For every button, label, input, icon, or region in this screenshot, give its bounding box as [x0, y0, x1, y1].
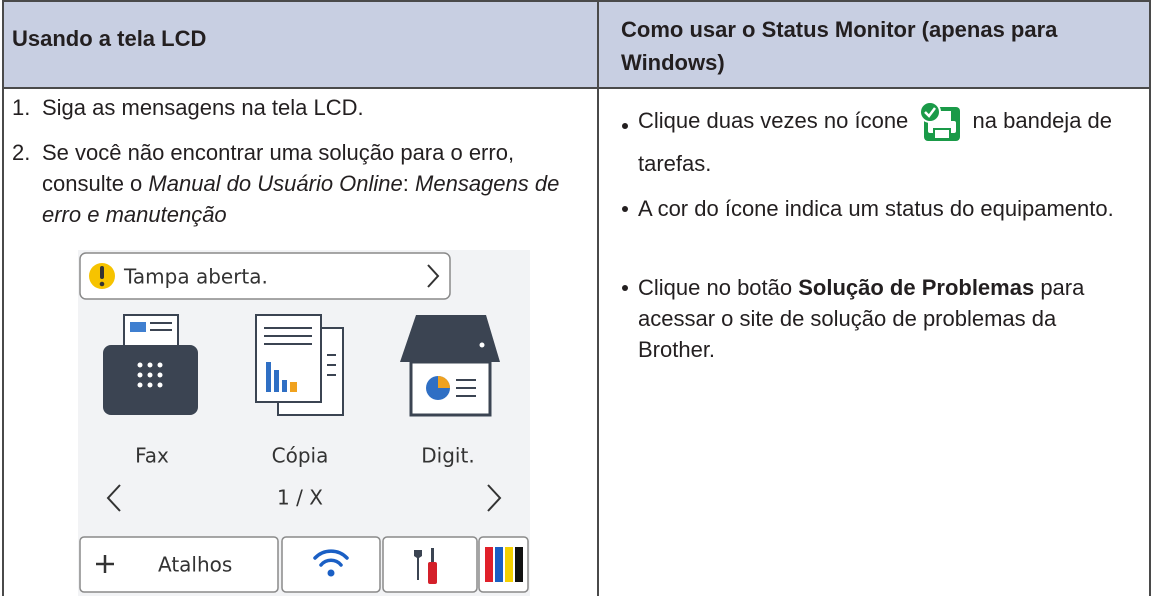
- page-indicator: 1 / X: [277, 486, 323, 510]
- text: para acessar o site de solução de proble…: [638, 275, 1085, 362]
- header-cell: [598, 0, 1150, 88]
- header-cell: [3, 0, 598, 88]
- app-label[interactable]: Digit.: [421, 444, 474, 468]
- wifi-button[interactable]: [281, 536, 381, 593]
- fax-keypad: [137, 362, 163, 388]
- prev-arrow[interactable]: [106, 484, 121, 512]
- bullet: [622, 285, 628, 291]
- lcd-screen: Tampa aberta. Fax Cópia Digit. 1 / X Ata…: [78, 250, 530, 596]
- bullet-text: Clique no botão Solução de Problemas par…: [638, 272, 1138, 365]
- column-header: Usando a tela LCD: [12, 26, 207, 51]
- alert-icon: [99, 281, 105, 287]
- border: [2, 0, 4, 596]
- chevron: [427, 264, 440, 288]
- bullet-text: A cor do ícone indica um status do equip…: [638, 196, 1114, 221]
- step-text: Se você não encontrar uma solução para o…: [42, 137, 582, 230]
- column-header: Como usar o Status Monitor (apenas para …: [621, 17, 1058, 75]
- scan-icon: [400, 315, 500, 362]
- status-monitor-icon: [919, 101, 961, 142]
- shortcuts-button[interactable]: [79, 536, 279, 593]
- next-arrow[interactable]: [487, 484, 502, 512]
- bullet: [622, 123, 628, 129]
- step-number: 1.: [12, 95, 31, 120]
- section-name: Mensagens de erro e manutenção: [42, 171, 560, 227]
- text: :: [402, 171, 416, 196]
- app-label[interactable]: Fax: [135, 444, 169, 468]
- text: Se você não encontrar uma solução para o…: [42, 140, 515, 196]
- border: [1149, 0, 1151, 596]
- shortcuts-label: Atalhos: [158, 553, 232, 577]
- button-name: Solução de Problemas: [798, 275, 1035, 300]
- text: Clique duas vezes no ícone: [638, 108, 909, 133]
- manual-link: Manual do Usuário Online: [148, 171, 403, 196]
- step-text: Siga as mensagens na tela LCD.: [42, 95, 364, 120]
- alert-text: Tampa aberta.: [123, 265, 268, 289]
- fax-icon: [130, 322, 146, 332]
- bullet-text: Clique duas vezes no ícone na bandeja de…: [638, 100, 1128, 184]
- border: [3, 0, 1151, 2]
- scan-icon: [409, 360, 492, 417]
- fax-icon: [103, 345, 198, 415]
- text: Clique no botão: [638, 275, 799, 300]
- border: [3, 87, 1151, 89]
- text: na bandeja de tarefas.: [638, 108, 1113, 177]
- alert-bar[interactable]: [79, 252, 451, 300]
- step-number: 2.: [12, 140, 31, 165]
- bullet: [622, 206, 628, 212]
- alert-icon: [100, 266, 104, 279]
- app-label[interactable]: Cópia: [272, 444, 329, 468]
- border: [597, 0, 599, 596]
